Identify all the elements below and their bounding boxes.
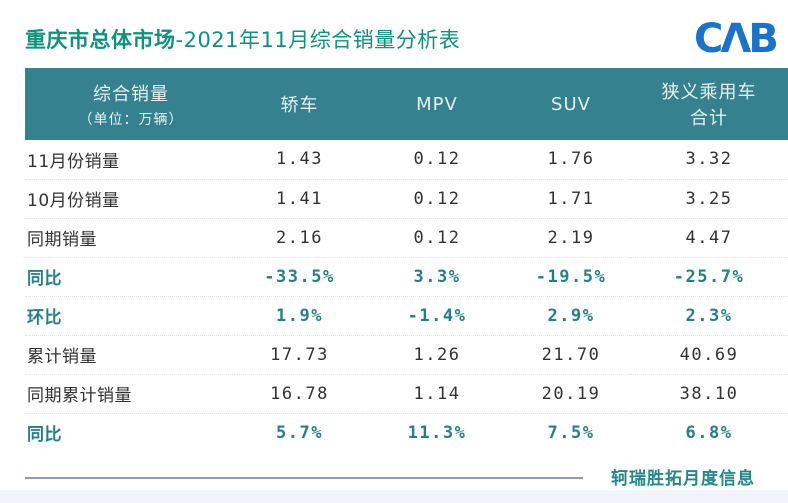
row-value: 1.43	[276, 149, 323, 170]
row-label: 环比	[25, 295, 237, 335]
header-passenger-total-line2: 合计	[690, 108, 728, 129]
row-value: 3.32	[685, 149, 733, 170]
table-row: 10月份销量 1.41 0.12 1.71 3.25	[25, 178, 788, 218]
row-value: 2.19	[512, 217, 630, 257]
row-value: 11.3%	[362, 412, 512, 452]
row-value: 20.19	[512, 373, 630, 413]
sales-table: 综合销量 （单位：万辆） 轿车 MPV SUV 狭义乘用车 合计 11月份销量 …	[25, 68, 788, 452]
page-title: 重庆市总体市场-2021年11月综合销量分析表	[25, 26, 460, 54]
header-metric-title: 综合销量	[93, 83, 169, 105]
bottom-strip	[0, 490, 788, 503]
row-value: 0.12	[362, 178, 512, 218]
table-row: 11月份销量 1.43 0.12 1.76 3.32	[25, 140, 788, 179]
row-value: 1.71	[512, 178, 630, 218]
table-row: 同比 5.7% 11.3% 7.5% 6.8%	[25, 412, 788, 452]
row-value: 0.12	[413, 149, 461, 170]
row-value: 7.5%	[512, 412, 630, 452]
row-value: 21.70	[512, 334, 630, 374]
row-value: -19.5%	[512, 256, 630, 296]
row-label: 累计销量	[25, 334, 237, 374]
row-value: 2.9%	[512, 295, 630, 335]
row-label: 10月份销量	[25, 178, 237, 218]
header-passenger-total: 狭义乘用车 合计	[630, 68, 788, 140]
header-passenger-total-line1: 狭义乘用车	[661, 82, 757, 103]
row-value: 17.73	[237, 334, 362, 374]
row-label: 同期累计销量	[25, 373, 237, 413]
row-value: -1.4%	[362, 295, 512, 335]
row-label: 同比	[25, 412, 237, 452]
brand-logo-text: CΛB	[694, 16, 779, 62]
table-row: 同期销量 2.16 0.12 2.19 4.47	[25, 217, 788, 257]
brand-logo: CΛB	[694, 16, 788, 64]
row-value: -25.7%	[630, 256, 788, 296]
footer-divider	[25, 477, 583, 479]
table-body: 11月份销量 1.43 0.12 1.76 3.32 10月份销量 1.41 0…	[25, 140, 788, 452]
row-label: 同期销量	[25, 217, 237, 257]
row-value: 1.9%	[237, 295, 362, 335]
row-value: 2.3%	[630, 295, 788, 335]
row-value: 16.78	[237, 373, 362, 413]
table-row: 累计销量 17.73 1.26 21.70 40.69	[25, 334, 788, 374]
row-value: 2.16	[237, 217, 362, 257]
table-row: 同期累计销量 16.78 1.14 20.19 38.10	[25, 373, 788, 413]
header-sedan: 轿车	[237, 68, 362, 140]
row-label: 同比	[25, 256, 237, 296]
page-title-market: 重庆市总体市场	[25, 28, 176, 52]
row-value: 5.7%	[237, 412, 362, 452]
row-value: -33.5%	[237, 256, 362, 296]
row-value: 38.10	[630, 373, 788, 413]
table-header-row: 综合销量 （单位：万辆） 轿车 MPV SUV 狭义乘用车 合计	[25, 68, 788, 140]
table-row: 同比 -33.5% 3.3% -19.5% -25.7%	[25, 256, 788, 296]
row-value: 1.26	[362, 334, 512, 374]
header-suv: SUV	[512, 68, 630, 140]
row-value: 40.69	[630, 334, 788, 374]
page-title-subject: -2021年11月综合销量分析表	[175, 28, 461, 52]
row-value: 1.41	[237, 178, 362, 218]
header-metric-unit: （单位：万辆）	[78, 111, 184, 128]
row-value: 6.8%	[630, 412, 788, 452]
row-label: 11月份销量	[27, 151, 120, 172]
header-mpv: MPV	[362, 68, 512, 140]
row-value: 1.14	[362, 373, 512, 413]
row-value: 1.76	[547, 149, 595, 170]
row-value: 3.3%	[362, 256, 512, 296]
header-metric: 综合销量 （单位：万辆）	[25, 68, 237, 140]
table-row: 环比 1.9% -1.4% 2.9% 2.3%	[25, 295, 788, 335]
row-value: 0.12	[362, 217, 512, 257]
footer-note: 轲瑞胜拓月度信息	[611, 469, 755, 489]
row-value: 3.25	[630, 178, 788, 218]
row-value: 4.47	[630, 217, 788, 257]
